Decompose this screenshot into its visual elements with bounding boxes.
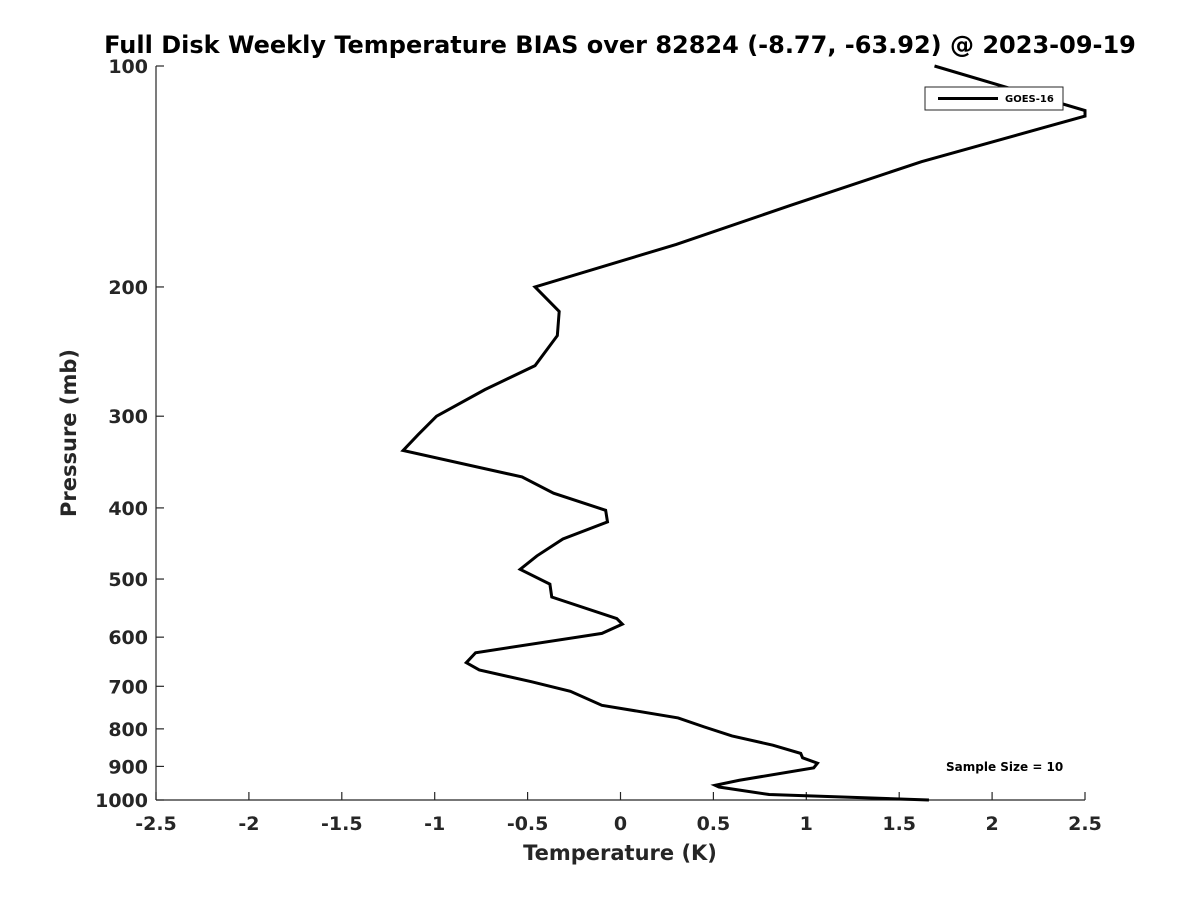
x-tick-label: 2 (985, 813, 998, 835)
chart-title: Full Disk Weekly Temperature BIAS over 8… (104, 31, 1136, 59)
y-tick-label: 300 (108, 406, 148, 428)
y-axis-label: Pressure (mb) (57, 349, 81, 517)
series-layer (400, 64, 1087, 802)
x-axis-ticks: -2.5 -2 -1.5 -1 -0.5 0 0.5 1 1.5 2 2.5 (135, 792, 1102, 835)
y-tick-label: 500 (108, 569, 148, 591)
y-tick-label: 800 (108, 719, 148, 741)
x-tick-label: 1 (800, 813, 813, 835)
y-tick-label: 900 (108, 756, 148, 778)
x-tick-label: -1 (424, 813, 445, 835)
plot-area: -2.5 -2 -1.5 -1 -0.5 0 0.5 1 1.5 2 2.5 100 200 300 40… (95, 56, 1102, 835)
x-tick-label: 0 (614, 813, 627, 835)
x-tick-label: -2 (238, 813, 259, 835)
legend: GOES-16 (924, 86, 1064, 111)
series-line-goes-16 (400, 64, 1087, 802)
y-axis-ticks: 100 200 300 400 500 600 700 800 900 1000 (95, 56, 164, 812)
legend-label-goes-16: GOES-16 (1005, 94, 1054, 105)
x-tick-label: -0.5 (507, 813, 549, 835)
x-tick-label: 1.5 (882, 813, 916, 835)
x-tick-label: 2.5 (1068, 813, 1102, 835)
sample-size-note: Sample Size = 10 (946, 760, 1063, 774)
y-tick-label: 200 (108, 277, 148, 299)
y-tick-label: 600 (108, 627, 148, 649)
y-tick-label: 400 (108, 498, 148, 520)
x-tick-label: -2.5 (135, 813, 177, 835)
x-axis-label: Temperature (K) (523, 841, 717, 865)
x-tick-label: 0.5 (697, 813, 731, 835)
x-tick-label: -1.5 (321, 813, 363, 835)
y-tick-label: 100 (108, 56, 148, 78)
y-tick-label: 700 (108, 676, 148, 698)
y-tick-label: 1000 (95, 790, 148, 812)
